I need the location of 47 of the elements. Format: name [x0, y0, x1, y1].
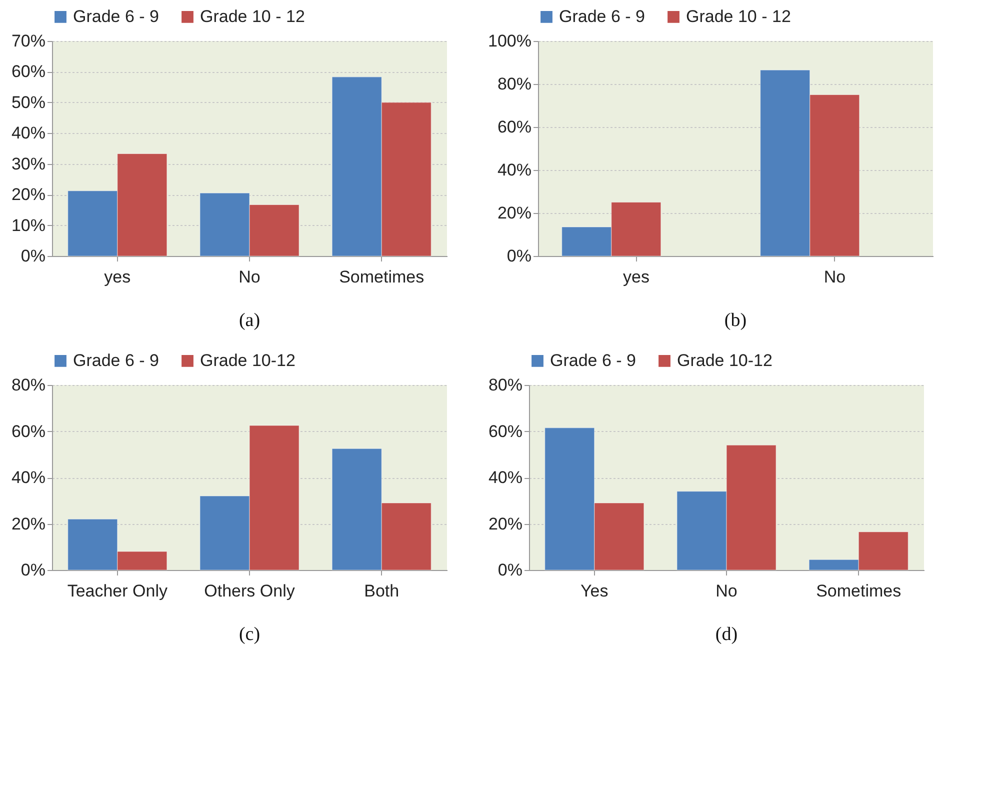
y-tick-label: 20%	[497, 204, 532, 222]
y-tick-label: 60%	[11, 62, 46, 82]
y-tick-label: 80%	[11, 376, 46, 394]
x-tick-label: Teacher Only	[67, 582, 168, 600]
y-tick-label: 0%	[20, 560, 46, 580]
x-tick-label: yes	[623, 268, 650, 286]
text: (c)	[238, 624, 260, 645]
y-tick-label: 40%	[11, 124, 46, 143]
y-tick-label: 60%	[11, 422, 46, 441]
y-tick-label: 0%	[506, 246, 532, 266]
x-tick-label: No	[716, 582, 738, 600]
text: (b)	[724, 310, 747, 331]
y-tick-label: 40%	[488, 468, 522, 487]
y-tick-label: 20%	[11, 185, 46, 204]
y-tick-label: 0%	[498, 560, 522, 580]
y-tick-label: 10%	[11, 216, 46, 235]
y-tick-label: 80%	[497, 74, 532, 94]
legend-label: Grade 10 - 12	[686, 6, 791, 26]
legend-label: Grade 10-12	[677, 350, 772, 370]
x-tick-label: Others Only	[204, 582, 296, 600]
y-tick-label: 60%	[488, 422, 522, 441]
legend-label: Grade 6 - 9	[559, 6, 645, 26]
x-tick-label: No	[238, 268, 260, 286]
y-tick-label: 40%	[11, 468, 46, 487]
x-tick-label: No	[824, 268, 846, 286]
legend-label: Grade 6 - 9	[73, 6, 159, 26]
y-tick-label: 30%	[11, 154, 46, 174]
y-tick-label: 50%	[11, 92, 46, 112]
y-tick-label: 70%	[11, 32, 46, 50]
text: (d)	[715, 624, 738, 645]
legend-label: Grade 10-12	[200, 350, 296, 370]
y-tick-label: 20%	[11, 514, 46, 534]
x-tick-label: yes	[104, 268, 131, 286]
y-tick-label: 80%	[488, 376, 522, 394]
y-tick-label: 100%	[488, 32, 532, 50]
legend-label: Grade 6 - 9	[73, 350, 159, 370]
x-tick-label: Sometimes	[339, 268, 424, 286]
legend-label: Grade 10 - 12	[200, 6, 305, 26]
text: (a)	[238, 310, 260, 331]
y-tick-label: 60%	[497, 118, 532, 136]
y-tick-label: 20%	[488, 514, 522, 534]
legend-label: Grade 6 - 9	[550, 350, 636, 370]
x-tick-label: Both	[364, 582, 400, 600]
x-tick-label: Yes	[580, 582, 608, 600]
y-tick-label: 0%	[20, 246, 46, 266]
y-tick-label: 40%	[497, 160, 532, 180]
x-tick-label: Sometimes	[816, 582, 902, 600]
